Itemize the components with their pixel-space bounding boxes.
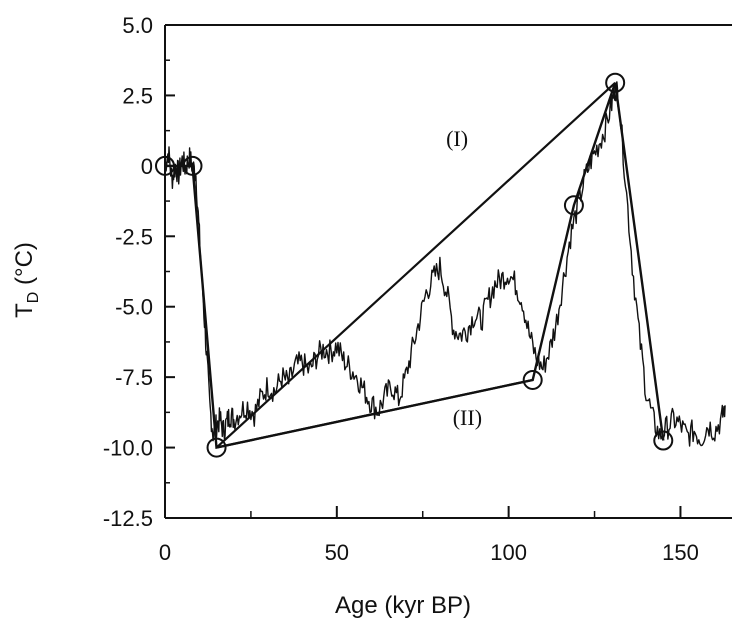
y-tick-label: 5.0 xyxy=(122,13,153,38)
y-tick-label: -2.5 xyxy=(115,224,153,249)
y-tick-label: -10.0 xyxy=(103,436,153,461)
trend-label-1: (I) xyxy=(446,126,468,151)
marker-circle xyxy=(206,437,227,458)
x-tick-label: 50 xyxy=(325,540,349,565)
smoothed-overlay-line xyxy=(165,82,665,450)
trend-line-1 xyxy=(215,81,616,449)
marker-circle xyxy=(155,155,175,176)
marker-circle xyxy=(653,430,674,451)
x-axis-title: Age (kyr BP) xyxy=(335,592,471,619)
marker-circle xyxy=(522,369,543,390)
y-tick-label: 0 xyxy=(141,154,153,179)
y-axis-title-unit: (°C) xyxy=(11,242,38,292)
y-axis-title-sub: D xyxy=(25,292,42,304)
x-tick-label: 150 xyxy=(662,540,699,565)
marker-circle xyxy=(563,195,584,216)
y-axis-title-main: T xyxy=(11,303,38,318)
marker-circle xyxy=(182,155,203,176)
trend-line-2 xyxy=(216,378,533,449)
x-tick-label: 0 xyxy=(159,540,171,565)
temperature-series-line xyxy=(164,81,726,447)
y-axis: 5.0 2.5 0 -2.5 -5.0 -7.5 -10.0 -12.5 xyxy=(103,13,175,531)
y-tick-label: -7.5 xyxy=(115,365,153,390)
y-tick-label: -12.5 xyxy=(103,506,153,531)
x-axis: 0 50 100 150 xyxy=(159,506,699,565)
svg-text:TD (°C): TD (°C) xyxy=(11,242,42,318)
series-layer xyxy=(164,81,726,450)
marker-circles xyxy=(155,72,674,458)
annotations: (I) (II) xyxy=(446,126,482,430)
y-tick-label: 2.5 xyxy=(122,83,153,108)
plot-frame xyxy=(164,24,732,519)
x-tick-label: 100 xyxy=(490,540,527,565)
trend-label-2: (II) xyxy=(453,405,482,430)
marker-circle xyxy=(605,72,626,93)
trend-lines xyxy=(215,81,616,449)
y-axis-title: TD (°C) xyxy=(11,242,42,318)
y-tick-label: -5.0 xyxy=(115,295,153,320)
